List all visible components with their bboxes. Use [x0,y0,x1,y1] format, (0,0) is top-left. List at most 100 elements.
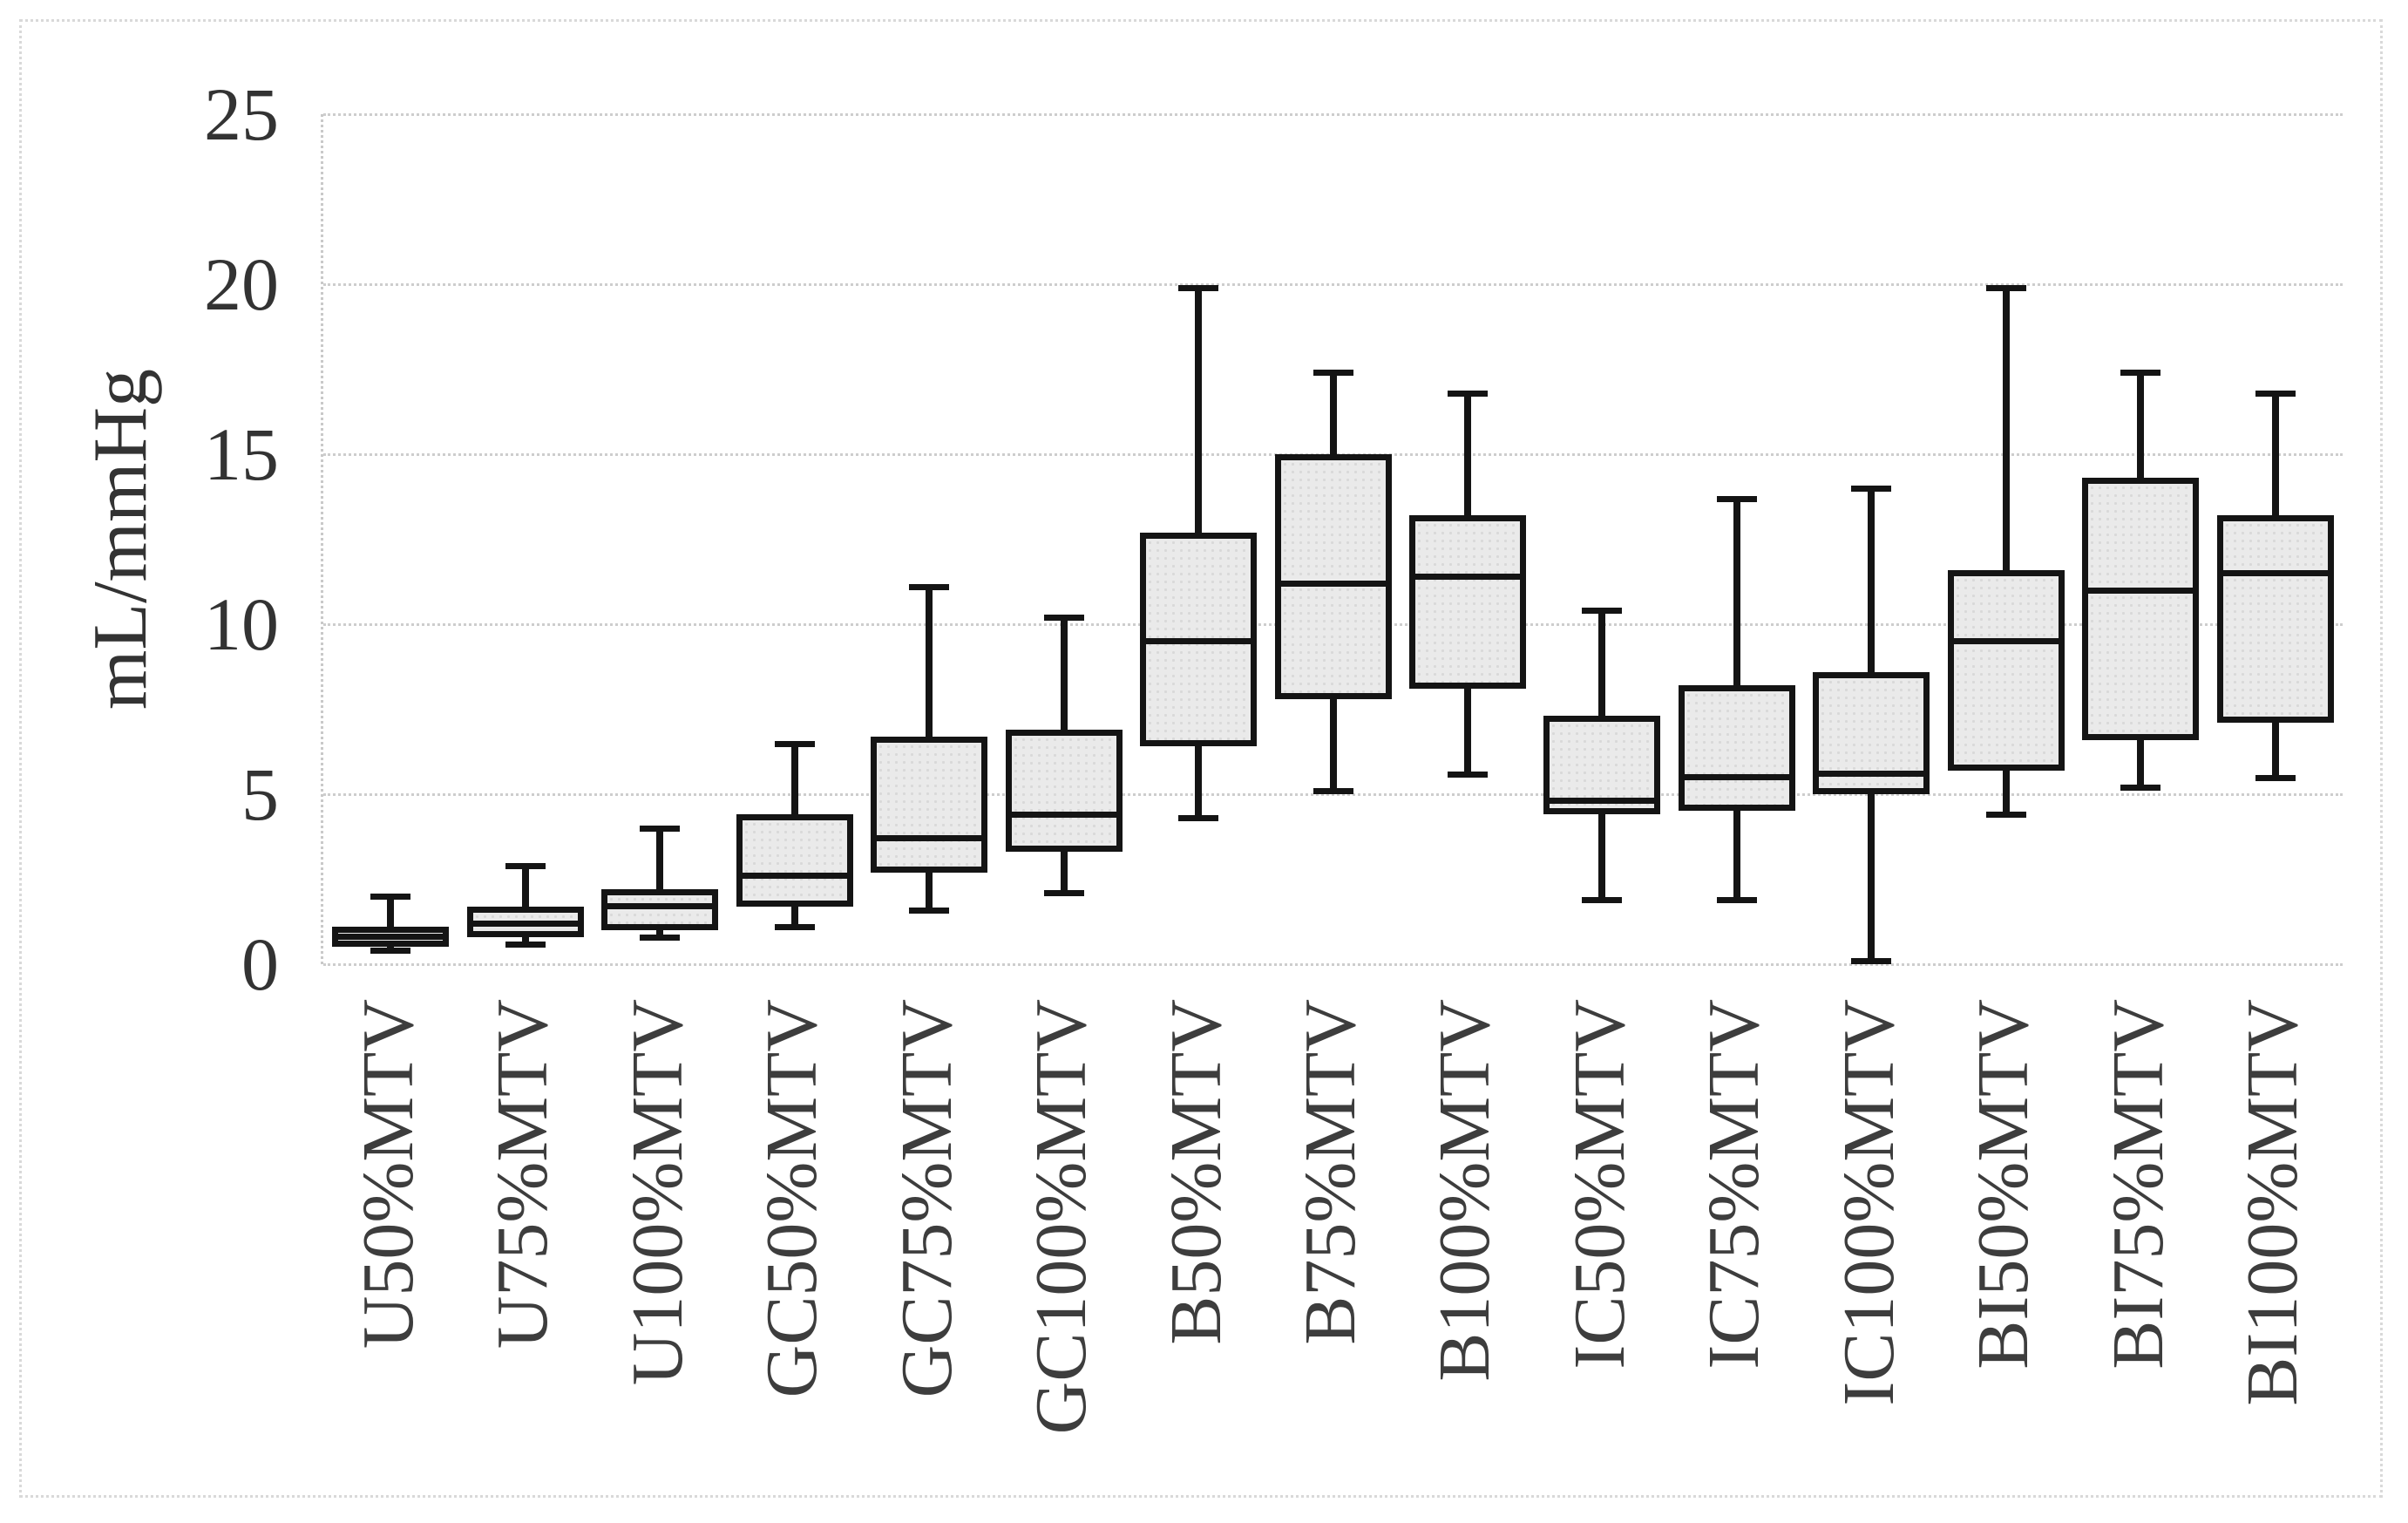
x-category-label: B100%MTV [1424,999,1506,1382]
whisker-cap-max [1582,608,1623,615]
x-category-label: IC50%MTV [1558,999,1640,1370]
whisker-cap-max [640,826,681,832]
y-axis-tick-labels: 0 5 10 15 20 25 [0,72,279,1006]
median-line [2216,570,2334,576]
median-line [1813,771,1930,778]
x-label-slot-B50%MTV: B50%MTV [1129,999,1263,1505]
x-label-slot-U100%MTV: U100%MTV [590,999,724,1505]
y-tick-label-25: 25 [204,72,279,156]
x-label-slot-IC100%MTV: IC100%MTV [1801,999,1936,1505]
figure-border [19,19,2383,1498]
x-label-slot-U75%MTV: U75%MTV [455,999,589,1505]
x-label-slot-BI100%MTV: BI100%MTV [2206,999,2340,1505]
median-line [871,835,988,842]
plot-area [321,112,2343,966]
whisker-cap-min [1447,771,1488,778]
x-label-slot-GC50%MTV: GC50%MTV [724,999,858,1505]
x-category-label: BI75%MTV [2097,999,2179,1370]
whisker-cap-min [2120,785,2161,792]
x-category-label: B50%MTV [1155,999,1237,1345]
iqr-box [2082,478,2200,740]
median-line [2082,587,2200,594]
iqr-box [2216,515,2334,724]
x-category-label: GC100%MTV [1021,999,1102,1435]
iqr-box [1005,729,1123,853]
median-line [601,903,719,910]
y-tick-label-5: 5 [241,752,279,836]
whisker-cap-min [1851,958,1892,965]
iqr-box [1678,685,1795,812]
whisker-cap-min [1043,890,1084,897]
whisker-cap-min [774,924,815,931]
x-category-label: BI50%MTV [1963,999,2045,1370]
x-category-label: U100%MTV [616,999,698,1386]
median-line [1947,638,2065,644]
whisker-cap-min [370,948,411,955]
median-line [1005,811,1123,818]
whisker-cap-max [774,740,815,747]
x-label-slot-GC75%MTV: GC75%MTV [859,999,994,1505]
whisker-cap-max [505,862,546,869]
x-label-slot-BI75%MTV: BI75%MTV [2071,999,2205,1505]
median-line [1543,798,1661,805]
y-tick-label-20: 20 [204,242,279,326]
x-axis-category-labels: U50%MTV U75%MTV U100%MTV GC50%MTV GC75%MTV GC… [321,999,2340,1505]
median-line [466,920,584,927]
whisker-cap-max [1851,486,1892,492]
x-category-label: GC75%MTV [885,999,967,1398]
x-label-slot-BI50%MTV: BI50%MTV [1937,999,2071,1505]
whisker-stem [2002,287,2010,815]
whisker-cap-max [1313,370,1353,377]
whisker-cap-min [505,941,546,948]
x-category-label: B75%MTV [1289,999,1371,1345]
whisker-stem [656,828,664,937]
median-line [1274,580,1392,587]
whisker-cap-max [909,584,950,591]
iqr-box [1408,515,1526,690]
whisker-cap-min [1716,896,1757,903]
x-label-slot-B100%MTV: B100%MTV [1398,999,1532,1505]
whisker-cap-max [1716,495,1757,502]
whisker-cap-min [1178,815,1219,822]
whisker-cap-max [2255,390,2296,397]
x-category-label: IC100%MTV [1828,999,1909,1406]
x-label-slot-IC75%MTV: IC75%MTV [1667,999,1801,1505]
whisker-stem [387,896,395,951]
x-category-label: BI100%MTV [2232,999,2314,1406]
x-label-slot-B75%MTV: B75%MTV [1263,999,1397,1505]
x-label-slot-U50%MTV: U50%MTV [321,999,455,1505]
iqr-box [871,736,988,873]
gridline-y-0 [323,962,2343,966]
x-label-slot-IC50%MTV: IC50%MTV [1532,999,1666,1505]
x-category-label: IC75%MTV [1693,999,1775,1370]
median-line [736,873,853,880]
whisker-stem [521,865,529,944]
whisker-cap-min [1985,812,2026,819]
x-category-label: U75%MTV [482,999,564,1350]
x-category-label: GC50%MTV [751,999,833,1398]
whisker-cap-min [909,907,950,914]
whisker-cap-max [1447,390,1488,397]
x-category-label: U50%MTV [347,999,429,1350]
gridline-y-20 [323,282,2343,286]
whisker-cap-max [370,894,411,900]
whisker-cap-min [1313,788,1353,795]
iqr-box [601,889,719,930]
whisker-cap-min [2255,774,2296,781]
whisker-cap-max [1178,284,1219,291]
median-line [1408,573,1526,580]
median-line [1140,638,1258,644]
whisker-cap-max [1985,284,2026,291]
y-tick-label-0: 0 [241,922,279,1006]
iqr-box [1947,569,2065,771]
whisker-cap-max [2120,370,2161,377]
median-line [332,934,450,941]
y-tick-label-10: 10 [204,582,279,666]
whisker-cap-max [1043,615,1084,622]
median-line [1678,774,1795,780]
y-tick-label-15: 15 [204,412,279,496]
whisker-cap-min [1582,896,1623,903]
iqr-box [1274,454,1392,699]
whisker-cap-min [640,934,681,941]
